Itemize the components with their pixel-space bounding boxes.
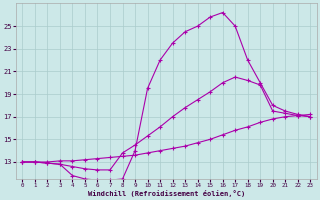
X-axis label: Windchill (Refroidissement éolien,°C): Windchill (Refroidissement éolien,°C) xyxy=(88,190,245,197)
